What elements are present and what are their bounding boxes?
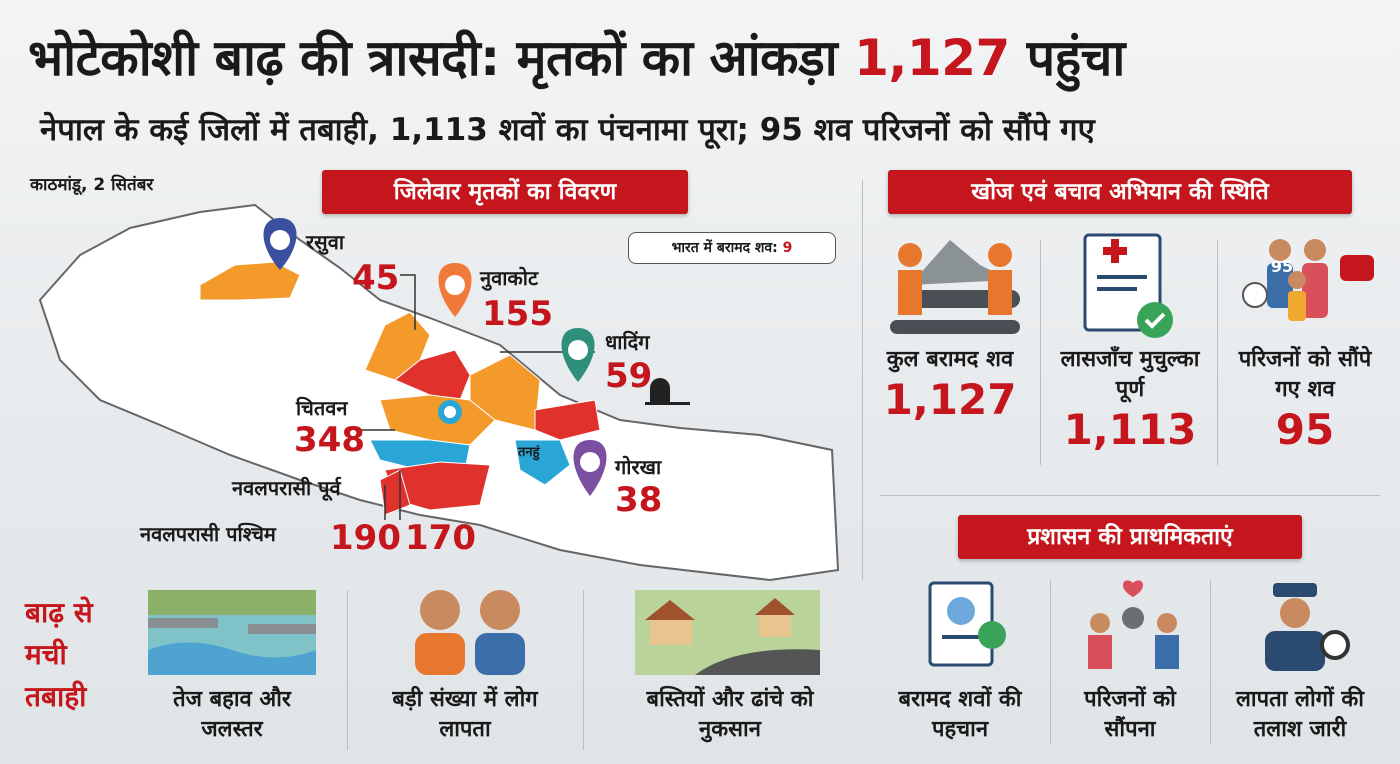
district-count: 155	[482, 294, 553, 334]
icon-report	[1083, 233, 1173, 338]
rescue-icons	[890, 233, 1374, 338]
district-name: नुवाकोट	[480, 266, 539, 290]
priorities-heading: प्रशासन की प्राथमिकताएं	[958, 515, 1302, 559]
district-rasuwa	[199, 261, 301, 301]
divider	[1050, 580, 1051, 745]
icon-handover	[1088, 580, 1179, 669]
img-houses	[635, 590, 820, 675]
district-name: रसुवा	[306, 230, 344, 254]
district-count: 59	[605, 356, 653, 396]
rescue-item: लासजाँच मुचुल्का पूर्ण 1,113	[1050, 345, 1210, 454]
pin-nuwakot	[438, 263, 472, 317]
rescue-value: 95	[1275, 405, 1335, 454]
img-people	[415, 590, 525, 675]
map-heading: जिलेवार मृतकों का विवरण	[322, 170, 688, 214]
divider	[1040, 240, 1041, 465]
dateline: काठमांडू, 2 सितंबर	[30, 175, 154, 195]
rescue-label: परिजनों को सौंपे गए शव	[1238, 347, 1372, 402]
damage-label: बस्तियों और ढांचे को नुकसान	[646, 687, 814, 742]
priority-icons	[928, 580, 1350, 671]
title: भोटेकोशी बाढ़ की त्रासदी: मृतकों का आंकड…	[28, 22, 1125, 90]
divider	[1217, 240, 1218, 465]
india-note-label: भारत में बरामद शव:	[671, 240, 778, 256]
title-highlight: 1,127	[854, 29, 1010, 87]
pin-gorkha	[573, 440, 607, 496]
india-note-value: 9	[782, 240, 793, 256]
district-name: गोरखा	[615, 455, 662, 479]
rescue-item: कुल बरामद शव 1,127	[880, 345, 1020, 424]
icon-id	[928, 581, 1006, 667]
leader-lines	[355, 274, 595, 520]
rescue-label: लासजाँच मुचुल्का पूर्ण	[1060, 347, 1200, 402]
damage-images	[148, 590, 820, 675]
district-nawal-west	[379, 469, 411, 516]
title-start: भोटेकोशी बाढ़ की त्रासदी: मृतकों का आंकड…	[28, 29, 838, 87]
divider	[862, 180, 863, 580]
subtitle: नेपाल के कई जिलों में तबाही, 1,113 शवों …	[40, 112, 1095, 148]
rescue-heading: खोज एवं बचाव अभियान की स्थिति	[888, 170, 1352, 214]
damage-label: तेज बहाव और जलस्तर	[173, 687, 291, 742]
pin-chitwan	[438, 400, 462, 424]
icon-recovery	[890, 240, 1020, 334]
district-name: चितवन	[296, 396, 348, 420]
priority-label: लापता लोगों की तलाश जारी	[1236, 687, 1364, 742]
district-count: 45	[352, 258, 400, 298]
district-count: 38	[615, 480, 663, 520]
pin-rasuwa	[263, 218, 297, 270]
divider	[347, 590, 348, 750]
priority-label: बरामद शवों की पहचान	[898, 687, 1022, 742]
map	[38, 203, 840, 582]
divider	[880, 495, 1380, 496]
icon-family	[1242, 239, 1374, 321]
district-tanahun	[514, 439, 571, 486]
map-shapes	[38, 203, 840, 582]
damage-heading: बाढ़ से मची तबाही	[25, 596, 93, 713]
grave-icon	[645, 378, 690, 405]
district-name: नवलपरासी पूर्व	[232, 476, 341, 500]
icon-police	[1265, 583, 1350, 671]
img-flood	[148, 590, 316, 675]
damage-label: बड़ी संख्या में लोग लापता	[392, 687, 538, 742]
district-chitwan	[379, 394, 496, 446]
rescue-label: कुल बरामद शव	[886, 347, 1014, 372]
district-count: 348	[294, 420, 365, 460]
rescue-item: परिजनों को सौंपे गए शव 95	[1225, 345, 1385, 454]
district-count: 170	[405, 518, 476, 558]
rescue-badge: 95	[1270, 257, 1294, 276]
pin-dhading	[561, 328, 595, 382]
title-end: पहुंचा	[1026, 29, 1126, 87]
priority-label: परिजनों को सौंपना	[1084, 687, 1176, 742]
district-count: 190	[330, 518, 401, 558]
rescue-value: 1,127	[883, 375, 1017, 424]
divider	[583, 590, 584, 750]
district-red2	[534, 399, 601, 441]
district-name: नवलपरासी पश्चिम	[140, 522, 276, 546]
rescue-value: 1,113	[1063, 405, 1197, 454]
district-name: धादिंग	[605, 330, 650, 354]
region-label: तनहुं	[518, 445, 540, 460]
divider	[1210, 580, 1211, 745]
india-note: भारत में बरामद शव: 9	[628, 232, 836, 264]
